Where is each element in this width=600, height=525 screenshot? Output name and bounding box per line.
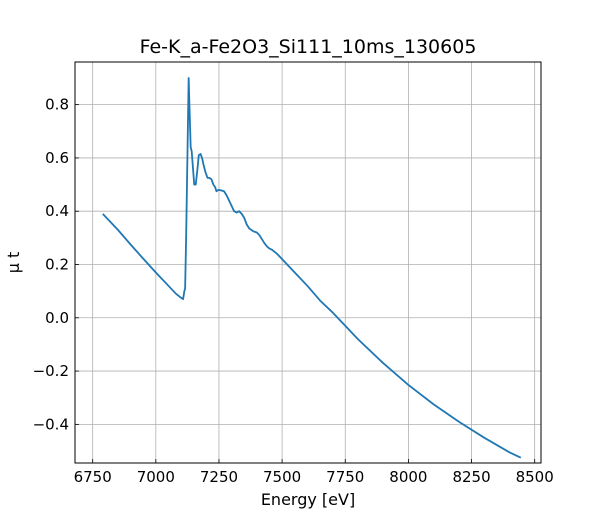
series-line (102, 77, 522, 459)
chart-title: Fe-K_a-Fe2O3_Si111_10ms_130605 (140, 36, 477, 58)
axis-ticks: 6750 7000 7250 7500 7750 8000 8250 8500 −0.4 −0.2… (33, 96, 554, 486)
x-tick-label: 8500 (516, 468, 554, 486)
gridlines (75, 62, 541, 463)
x-tick-label: 7000 (137, 468, 175, 486)
series-layer (102, 77, 522, 459)
y-tick-label: −0.4 (33, 415, 69, 433)
y-tick-label: 0.2 (45, 255, 69, 273)
y-axis-label: μ t (4, 252, 23, 274)
y-tick-label: 0.6 (45, 149, 69, 167)
x-tick-label: 8250 (452, 468, 490, 486)
y-tick-label: 0.8 (45, 96, 69, 114)
x-tick-label: 8000 (389, 468, 427, 486)
plot-frame (74, 61, 542, 464)
x-axis-label: Energy [eV] (261, 490, 355, 509)
y-tick-label: −0.2 (33, 362, 69, 380)
x-tick-label: 7500 (263, 468, 301, 486)
y-tick-label: 0.0 (45, 309, 69, 327)
x-tick-label: 7250 (200, 468, 238, 486)
y-tick-label: 0.4 (45, 202, 69, 220)
x-tick-label: 6750 (74, 468, 112, 486)
x-tick-label: 7750 (326, 468, 364, 486)
